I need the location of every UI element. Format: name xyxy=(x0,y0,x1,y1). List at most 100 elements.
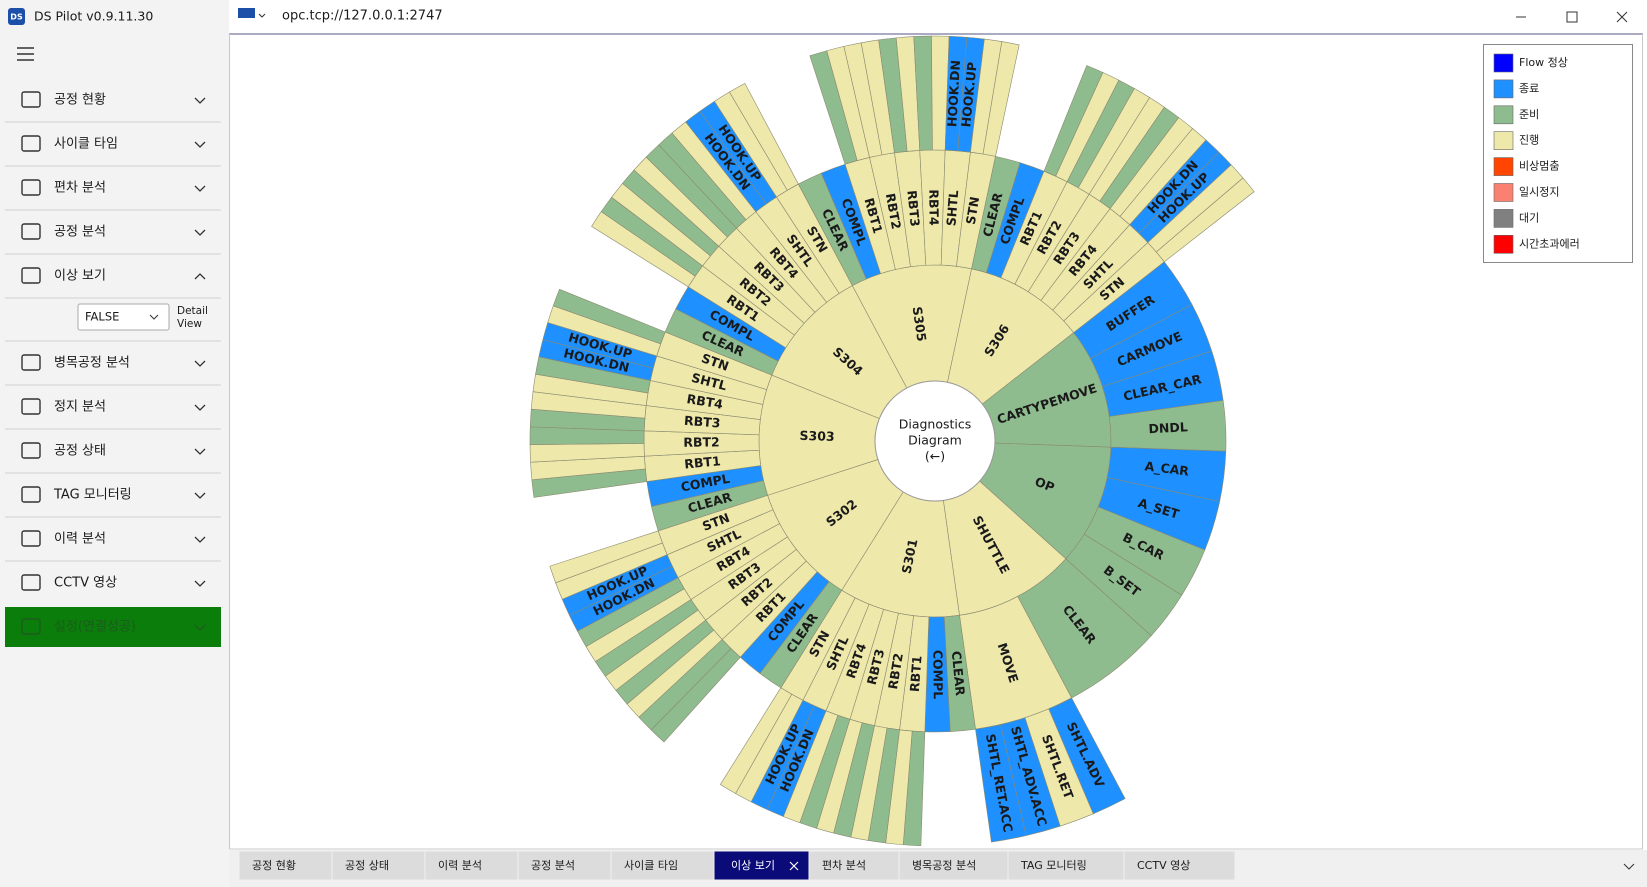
menu-item[interactable]: TAG 모니터링 xyxy=(21,486,206,503)
tab-background xyxy=(808,850,900,881)
tab-label: 공정 상태 xyxy=(345,859,389,872)
center-label: Diagram xyxy=(908,433,962,448)
tab[interactable]: 병목공정 분석 xyxy=(898,850,1009,881)
segment-label: HOOK.UP xyxy=(958,61,979,128)
legend-swatch xyxy=(1493,53,1514,73)
menu-label: 이력 분석 xyxy=(54,532,106,547)
tab[interactable]: 공정 분석 xyxy=(517,850,612,881)
legend-label: 일시정지 xyxy=(1519,185,1559,199)
segment-label: RBT3 xyxy=(684,413,721,431)
legend-label: 진행 xyxy=(1519,134,1539,147)
segment-label: HOOK.DN xyxy=(944,60,963,128)
segment-label: S303 xyxy=(799,428,835,444)
segment-label: S305 xyxy=(910,306,930,343)
menu-chevron xyxy=(194,624,206,631)
menu-icon xyxy=(21,442,41,459)
segment-label: SHTL xyxy=(943,190,961,227)
menu-label: 공정 상태 xyxy=(54,444,106,459)
menu-chevron xyxy=(194,229,206,236)
menu-item[interactable]: CCTV 영상 xyxy=(21,574,206,591)
menu-icon xyxy=(21,179,41,196)
menu-icon xyxy=(21,530,41,547)
tab-label: TAG 모니터링 xyxy=(1020,859,1087,872)
tab-close[interactable] xyxy=(789,861,799,871)
menu-item[interactable]: 병목공정 분석 xyxy=(21,354,206,371)
segment-label: RBT2 xyxy=(885,652,906,690)
menu-icon xyxy=(21,91,41,108)
tab[interactable]: 편차 분석 xyxy=(808,850,900,881)
tab[interactable]: TAG 모니터링 xyxy=(1007,850,1125,881)
segment-label: A_CAR xyxy=(1144,458,1190,479)
segment-label: RBT3 xyxy=(904,190,922,228)
segment-label: S301 xyxy=(899,537,921,574)
address: opc.tcp://127.0.0.1:2747 xyxy=(282,9,443,24)
segment-label: CLEAR xyxy=(949,650,968,697)
menu-item[interactable]: 공정 분석 xyxy=(21,223,206,240)
center-label: Diagnostics xyxy=(899,417,972,432)
app-logo-text: DS xyxy=(10,13,23,22)
flag-icon[interactable] xyxy=(238,8,255,18)
tab[interactable]: 이력 분석 xyxy=(424,850,519,881)
tab[interactable]: 공정 상태 xyxy=(331,850,426,881)
tab-label: 이상 보기 xyxy=(731,859,775,872)
menu-icon xyxy=(21,618,41,635)
tab[interactable]: 공정 현황 xyxy=(238,850,333,881)
menu-icon xyxy=(21,354,41,371)
tab-background xyxy=(1123,850,1236,881)
diagram-center[interactable] xyxy=(874,380,996,502)
menu-item[interactable]: 편차 분석 xyxy=(21,179,206,196)
tab-background xyxy=(424,850,519,881)
menu-chevron xyxy=(194,273,206,280)
legend-swatch xyxy=(1493,131,1514,150)
tab-label: CCTV 영상 xyxy=(1137,859,1190,872)
menu-item[interactable]: 이력 분석 xyxy=(21,530,206,547)
legend-label: 비상멈춤 xyxy=(1519,160,1559,173)
legend-swatch xyxy=(1493,79,1514,99)
filter-value: FALSE xyxy=(85,310,119,324)
legend-label: 대기 xyxy=(1519,211,1539,224)
menu-label: 편차 분석 xyxy=(54,181,106,196)
menu-label: 설정(연결성공) xyxy=(54,620,136,635)
menu-chevron xyxy=(194,492,206,499)
close-button[interactable] xyxy=(1616,11,1628,23)
tab[interactable]: 이상 보기 xyxy=(713,850,810,881)
content-frame xyxy=(229,33,1643,850)
legend-swatch xyxy=(1493,157,1514,176)
menu-item[interactable]: 설정(연결성공) xyxy=(5,607,221,647)
segment-label: RBT4 xyxy=(926,189,941,226)
menu-label: TAG 모니터링 xyxy=(53,488,132,503)
menu-chevron xyxy=(194,185,206,192)
filter-dropdown[interactable] xyxy=(77,303,170,331)
menu-item[interactable]: 정지 분석 xyxy=(21,398,206,415)
tab-background xyxy=(1007,850,1125,881)
menu-item[interactable]: 공정 현황 xyxy=(21,91,206,108)
app-title: DS Pilot v0.9.11.30 xyxy=(34,9,153,24)
legend-label: Flow 정상 xyxy=(1519,56,1568,69)
hamburger[interactable] xyxy=(17,47,34,61)
flag-dropdown[interactable] xyxy=(258,13,266,18)
menu-label: 정지 분석 xyxy=(54,400,106,415)
menu-chevron xyxy=(194,580,206,587)
menu-label: 공정 분석 xyxy=(54,225,106,240)
menu-chevron xyxy=(194,97,206,104)
menu-chevron xyxy=(194,448,206,455)
filter-caption: Detail View xyxy=(177,305,208,330)
tab[interactable]: 사이클 타임 xyxy=(610,850,715,881)
menu-icon xyxy=(21,135,41,152)
tab-background xyxy=(517,850,612,881)
legend-swatch xyxy=(1493,209,1514,228)
menu-item[interactable]: 이상 보기 xyxy=(21,267,206,284)
menu-label: CCTV 영상 xyxy=(54,576,117,591)
maximize-button[interactable] xyxy=(1566,11,1578,23)
tab-overflow[interactable] xyxy=(1623,863,1635,870)
legend-frame xyxy=(1483,44,1633,263)
segment-label: DNDL xyxy=(1148,419,1188,436)
menu-item[interactable]: 사이클 타임 xyxy=(21,135,206,152)
menu-chevron xyxy=(194,404,206,411)
diagnostics-diagram: S303CLEARCOMPLRBT1RBT2RBT3RBT4SHTLHOOK.D… xyxy=(529,35,1255,847)
tab[interactable]: CCTV 영상 xyxy=(1123,850,1236,881)
menu-item[interactable]: 공정 상태 xyxy=(21,442,206,459)
segment[interactable] xyxy=(549,530,663,584)
